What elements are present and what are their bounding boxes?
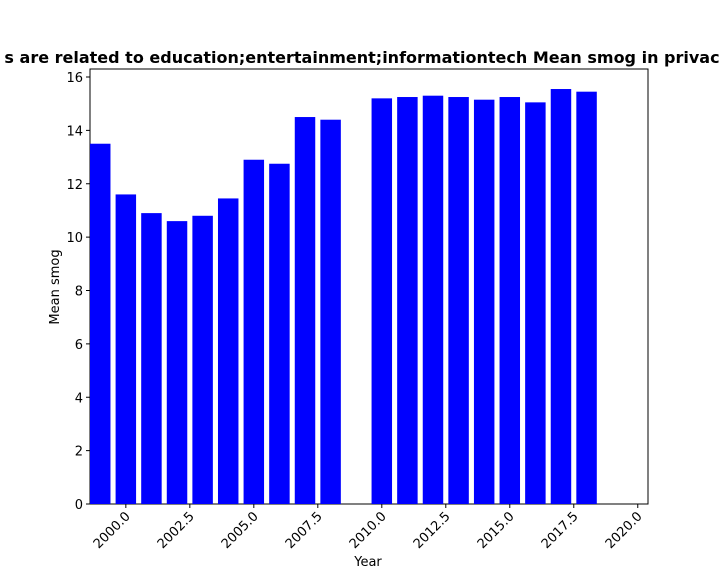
x-tick-label: 2005.0: [219, 509, 262, 552]
bar: [550, 89, 572, 505]
bars: [90, 89, 597, 505]
bar: [269, 163, 290, 504]
bar: [166, 221, 188, 504]
x-tick-label: 2015.0: [475, 509, 518, 552]
y-tick-label: 6: [75, 338, 83, 353]
x-tick-label: 2007.5: [283, 509, 326, 552]
bar: [525, 102, 546, 505]
y-tick-label: 16: [66, 71, 83, 86]
bar: [576, 91, 597, 504]
bar: [90, 143, 111, 504]
y-tick-label: 8: [75, 285, 83, 300]
bar: [320, 119, 341, 505]
x-tick-label: 2020.0: [603, 509, 646, 552]
y-tick-label: 14: [66, 124, 83, 139]
y-tick-label: 10: [66, 231, 83, 246]
y-axis: 0 2 4 6 8 10 12 14 16: [66, 71, 90, 513]
bar: [294, 117, 316, 505]
chart-title: s are related to education;entertainment…: [4, 48, 719, 67]
bar: [371, 98, 393, 504]
x-tick-label: 2002.5: [155, 509, 198, 552]
bar: [422, 95, 444, 504]
bar: [217, 198, 239, 505]
x-tick-label: 2017.5: [539, 509, 582, 552]
y-tick-label: 2: [75, 445, 83, 460]
y-axis-label: Mean smog: [48, 249, 63, 324]
bar: [192, 215, 213, 504]
x-axis: 2000.0 2002.5 2005.0 2007.5 2010.0 2012.5 2015…: [91, 504, 646, 552]
y-tick-label: 0: [75, 498, 83, 513]
bar: [397, 97, 418, 504]
bar: [243, 159, 265, 504]
bar: [115, 194, 137, 504]
bar: [473, 99, 495, 504]
bar: [141, 213, 162, 505]
y-tick-label: 12: [66, 178, 83, 193]
x-tick-label: 2012.5: [411, 509, 454, 552]
x-tick-label: 2000.0: [91, 509, 134, 552]
x-tick-label: 2010.0: [347, 509, 390, 552]
bar: [499, 97, 521, 504]
bar: [448, 97, 469, 504]
y-tick-label: 4: [75, 391, 83, 406]
x-axis-label: Year: [353, 555, 382, 570]
